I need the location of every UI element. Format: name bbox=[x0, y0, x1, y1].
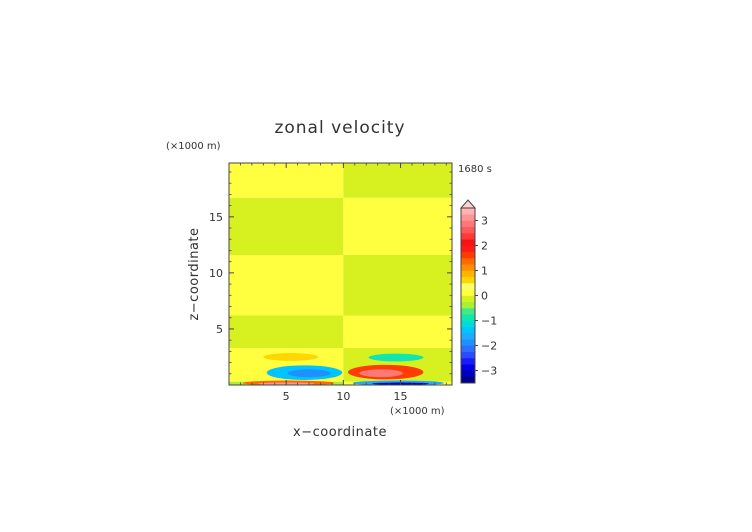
colorbar-cell bbox=[461, 251, 475, 259]
field-band bbox=[229, 254, 344, 316]
field-band bbox=[229, 163, 344, 198]
x-axis-label: x−coordinate bbox=[293, 425, 387, 440]
colorbar-extend-triangle bbox=[459, 199, 477, 209]
time-label: 1680 s bbox=[458, 164, 492, 175]
colorbar-cell bbox=[461, 301, 475, 309]
colorbar-cell bbox=[461, 339, 475, 346]
field-feature bbox=[359, 369, 403, 378]
colorbar-cell bbox=[461, 264, 475, 271]
y-tick-label: 15 bbox=[209, 211, 223, 224]
colorbar-cell bbox=[461, 314, 475, 321]
chart-title: zonal velocity bbox=[274, 118, 405, 138]
y-unit-label: (×1000 m) bbox=[166, 141, 221, 152]
x-tick-label: 10 bbox=[336, 390, 350, 403]
y-tick-label: 5 bbox=[216, 323, 223, 336]
field-band bbox=[343, 254, 452, 316]
colorbar-cell bbox=[461, 226, 475, 234]
colorbar-cell bbox=[461, 270, 475, 278]
colorbar-cell bbox=[461, 258, 475, 265]
colorbar-cell bbox=[461, 376, 475, 384]
field-band bbox=[229, 315, 344, 348]
colorbar-tick-label: −2 bbox=[481, 340, 497, 353]
colorbar-cell bbox=[461, 214, 475, 221]
field-feature bbox=[368, 353, 424, 362]
colorbar-cell bbox=[461, 239, 475, 246]
plot-frame bbox=[228, 162, 453, 386]
colorbar-cell bbox=[461, 345, 475, 353]
colorbar-cell bbox=[461, 276, 475, 284]
colorbar-cell bbox=[461, 295, 475, 303]
colorbar-cell bbox=[461, 326, 475, 334]
field-feature bbox=[263, 353, 319, 361]
colorbar-tick-label: −1 bbox=[481, 315, 497, 328]
colorbar-tick-label: −3 bbox=[481, 365, 497, 378]
colorbar-cell bbox=[461, 370, 475, 378]
field-band bbox=[343, 197, 452, 255]
colorbar-cell bbox=[461, 289, 475, 296]
colorbar: −3 −2 −1 0 1 2 3 bbox=[459, 199, 497, 384]
y-axis-label: z−coordinate bbox=[187, 227, 202, 320]
colorbar-tick-label: 2 bbox=[481, 240, 488, 253]
field-band bbox=[343, 163, 452, 198]
y-ticks: 5 10 15 bbox=[209, 171, 452, 375]
colorbar-cell bbox=[461, 320, 475, 328]
field-band bbox=[343, 315, 452, 348]
x-ticks: 5 10 15 bbox=[240, 163, 447, 403]
colorbar-cell bbox=[461, 208, 475, 215]
colorbar-tick-label: 0 bbox=[481, 290, 488, 303]
x-tick-label: 15 bbox=[394, 390, 408, 403]
colorbar-cell bbox=[461, 333, 475, 340]
field-band bbox=[229, 197, 344, 255]
colorbar-cell bbox=[461, 351, 475, 359]
colorbar-cell bbox=[461, 308, 475, 315]
x-tick-label: 5 bbox=[283, 390, 290, 403]
colorbar-cell bbox=[461, 233, 475, 240]
colorbar-tick-label: 1 bbox=[481, 265, 488, 278]
plot-area bbox=[229, 163, 452, 385]
colorbar-cell bbox=[461, 358, 475, 365]
colorbar-cell bbox=[461, 283, 475, 290]
y-tick-label: 10 bbox=[209, 267, 223, 280]
field-feature bbox=[287, 369, 331, 378]
colorbar-tick-label: 3 bbox=[481, 215, 488, 228]
colorbar-cell bbox=[461, 220, 475, 228]
colorbar-cell bbox=[461, 364, 475, 371]
x-unit-label: (×1000 m) bbox=[390, 406, 445, 417]
colorbar-cell bbox=[461, 245, 475, 253]
